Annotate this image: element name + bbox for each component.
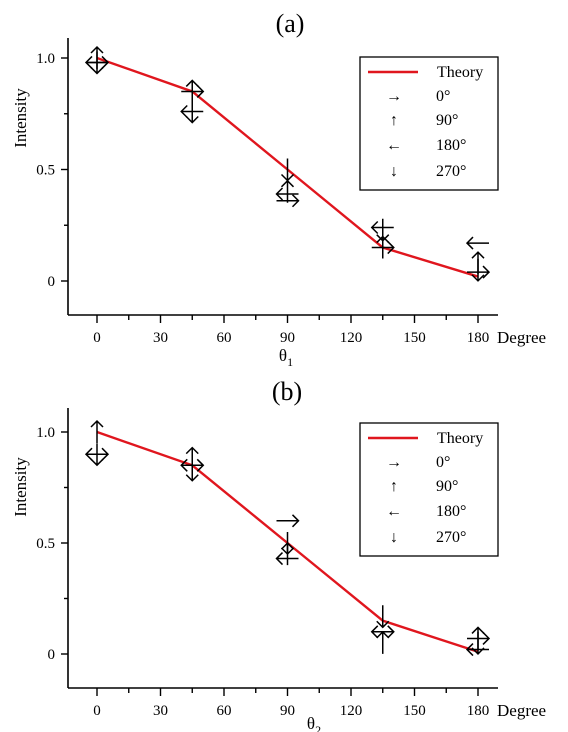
panel-b-legend-270-label: 270° (436, 529, 466, 546)
panel-a-legend-90-label: 90° (436, 112, 458, 129)
panel-a: (a) Intensity Degree θ1 0 30 60 90 120 150 180… (11, 9, 546, 369)
panel-a-legend-box (359, 56, 499, 191)
panel-a-legend-270-label: 270° (436, 163, 466, 180)
panel-b-x-tick-label: 60 (217, 703, 232, 719)
panel-a-xlabel-sub: 1 (287, 355, 293, 369)
panel-a-arrow-down-marker (376, 218, 390, 242)
panel-a-xlabel-base: θ (279, 346, 287, 365)
panel-a-legend-theory-label: Theory (437, 64, 483, 81)
panel-b-x-tick-label: 0 (93, 703, 101, 719)
panel-b-arrow-down-marker (280, 532, 295, 556)
panel-b-xlabel-base: θ (307, 714, 315, 732)
panel-b-arrow-down-marker (90, 443, 104, 467)
panel-a-legend-0-arrow-icon: → (386, 88, 402, 105)
panel-b-xlabel: θ2 (307, 714, 321, 732)
panel-a-arrow-down-marker (280, 158, 295, 182)
panel-b-legend-box (359, 422, 499, 557)
panel-b-legend-90-label: 90° (436, 478, 458, 495)
panel-b-xlabel-sub: 2 (315, 723, 321, 732)
panel-a-y-tick-label: 0 (48, 274, 56, 290)
panel-a-y-tick-label: 1.0 (36, 51, 55, 67)
panel-a-legend-180-label: 180° (436, 137, 466, 154)
panel-a-x-tick-label: 30 (153, 330, 168, 346)
panel-a-x-tick-label: 60 (217, 330, 232, 346)
panel-a-xlabel: θ1 (279, 346, 293, 369)
panel-b-arrow-up-marker (90, 419, 104, 443)
panel-b-legend-180-label: 180° (436, 503, 466, 520)
panel-b: (b) Intensity Degree θ2 0 30 60 90 120 150 180… (11, 377, 546, 732)
panel-b-legend-0-label: 0° (436, 454, 450, 471)
panel-a-legend: Theory → 0° ↑ 90° ← 180° ↓ 270° (359, 56, 499, 191)
panel-b-x-tick-label: 180 (467, 703, 490, 719)
panel-a-xunit: Degree (497, 328, 546, 347)
panel-b-arrow-left-marker (370, 625, 394, 639)
panel-b-arrow-right-marker (276, 514, 300, 528)
panel-a-y-tick-label: 0.5 (36, 163, 55, 179)
panel-b-x-tick-label: 90 (280, 703, 295, 719)
panel-a-title: (a) (276, 9, 305, 38)
panel-b-arrow-left-marker (275, 552, 299, 566)
panel-a-arrow-up-marker (280, 179, 295, 203)
panel-a-arrow-left-marker (275, 187, 299, 201)
panel-a-ylabel: Intensity (11, 88, 30, 148)
panel-b-legend-180-arrow-icon: ← (386, 503, 402, 520)
panel-b-title: (b) (272, 377, 302, 406)
panel-b-arrow-up-marker (376, 630, 390, 654)
panel-a-legend-0-label: 0° (436, 88, 450, 105)
panel-a-arrow-left-marker (465, 236, 489, 250)
panel-a-x-tick-label: 120 (340, 330, 363, 346)
panel-a-legend-90-arrow-icon: ↑ (390, 112, 398, 129)
panel-a-legend-270-arrow-icon: ↓ (390, 163, 398, 180)
panel-b-y-tick-label: 0.5 (36, 536, 55, 552)
panel-a-x-tick-label: 180 (467, 330, 490, 346)
panel-a-arrow-down-marker (185, 100, 199, 124)
panel-a-arrow-up-marker (185, 79, 199, 103)
panel-b-x-tick-label: 30 (153, 703, 168, 719)
panel-b-xunit: Degree (497, 701, 546, 720)
panel-b-legend-0-arrow-icon: → (386, 454, 402, 471)
panel-b-arrow-down-marker (471, 631, 485, 655)
panel-b-ylabel: Intensity (11, 457, 30, 517)
panel-a-arrow-down-marker (471, 258, 485, 282)
panel-b-arrow-down-marker (185, 458, 199, 482)
panel-b-legend-90-arrow-icon: ↑ (390, 478, 398, 495)
panel-b-y-tick-label: 0 (48, 647, 56, 663)
panel-b-legend-270-arrow-icon: ↓ (390, 529, 398, 546)
panel-b-x-tick-label: 150 (403, 703, 426, 719)
panel-b-legend: Theory → 0° ↑ 90° ← 180° ↓ 270° (359, 422, 499, 557)
panel-b-legend-theory-label: Theory (437, 430, 483, 447)
panel-a-arrow-down-marker (90, 51, 104, 75)
panel-b-arrow-down-marker (376, 605, 390, 629)
panel-b-x-tick-label: 120 (340, 703, 363, 719)
panel-b-y-tick-label: 1.0 (36, 425, 55, 441)
panel-a-x-tick-label: 0 (93, 330, 101, 346)
panel-a-legend-180-arrow-icon: ← (386, 137, 402, 154)
panel-a-x-tick-label: 90 (280, 330, 295, 346)
panel-a-x-tick-label: 150 (403, 330, 426, 346)
